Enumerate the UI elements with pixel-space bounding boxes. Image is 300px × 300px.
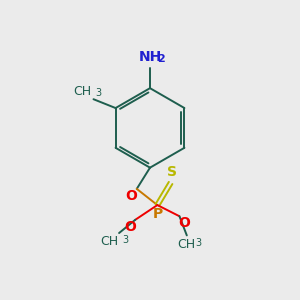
- Text: 3: 3: [95, 88, 101, 98]
- Text: O: O: [125, 190, 137, 203]
- Text: P: P: [153, 206, 163, 220]
- Text: NH: NH: [138, 50, 162, 64]
- Text: CH: CH: [73, 85, 91, 98]
- Text: S: S: [167, 165, 177, 179]
- Text: CH: CH: [100, 236, 118, 248]
- Text: CH: CH: [178, 238, 196, 251]
- Text: 2: 2: [157, 54, 165, 64]
- Text: 3: 3: [195, 238, 201, 248]
- Text: O: O: [124, 220, 136, 234]
- Text: O: O: [178, 216, 190, 230]
- Text: 3: 3: [123, 236, 129, 245]
